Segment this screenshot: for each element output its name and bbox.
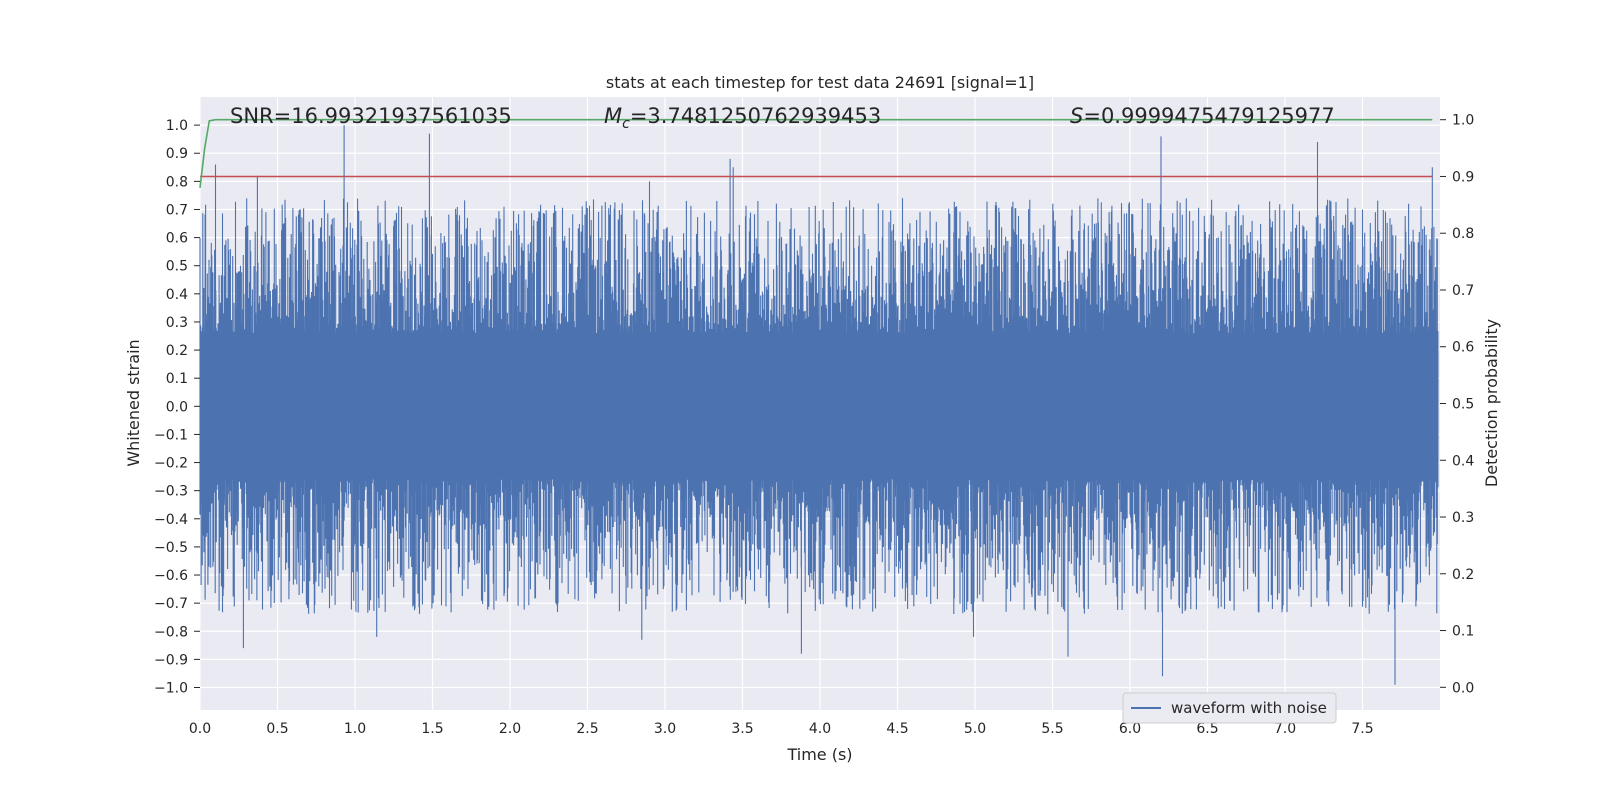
mc-subscript: c	[622, 116, 630, 132]
y2-tick-label: 0.0	[1452, 680, 1474, 696]
y2-tick-label: 0.8	[1452, 226, 1474, 242]
waveform-series	[199, 125, 1439, 685]
x-tick-label: 4.5	[886, 721, 908, 737]
y-tick-label: 0.4	[166, 287, 188, 303]
x-tick-label: 7.5	[1351, 721, 1373, 737]
x-tick-label: 3.0	[654, 721, 676, 737]
y-tick-label: −0.2	[154, 456, 188, 472]
s-symbol: S	[1070, 104, 1083, 128]
x-tick-label: 1.0	[344, 721, 366, 737]
x-tick-label: 6.0	[1119, 721, 1141, 737]
x-tick-label: 0.0	[189, 721, 211, 737]
x-tick-label: 0.5	[266, 721, 288, 737]
x-axis-label: Time (s)	[786, 745, 852, 764]
y-tick-label: −0.8	[154, 624, 188, 640]
x-tick-label: 6.5	[1196, 721, 1218, 737]
left-axis-ticks: 1.0 0.9 0.8 0.7 0.6 0.5 0.4 0.3 0.2 0.1 0.0 −0.1 −0.…	[154, 118, 200, 697]
y-tick-label: −1.0	[154, 681, 188, 697]
x-tick-label: 5.0	[964, 721, 986, 737]
s-value: =0.9999475479125977	[1083, 104, 1334, 128]
probability-series	[199, 118, 1433, 188]
y-tick-label: 0.0	[166, 399, 188, 415]
y-tick-label: 0.7	[166, 202, 188, 218]
y2-tick-label: 0.3	[1452, 510, 1474, 526]
y2-tick-label: 0.6	[1452, 340, 1474, 356]
y-tick-label: 0.5	[166, 259, 188, 275]
y-tick-label: −0.5	[154, 540, 188, 556]
y-tick-label: 0.6	[166, 231, 188, 247]
mc-value: =3.7481250762939453	[630, 104, 881, 128]
y-tick-label: 0.1	[166, 371, 188, 387]
snr-annotation: SNR=16.99321937561035	[230, 104, 512, 128]
legend-box	[1122, 692, 1337, 724]
x-axis-ticks: 0.0 0.5 1.0 1.5 2.0 2.5 3.0 3.5 4.0 4.5 5.0 5.5 6.0 6…	[189, 721, 1374, 737]
y2-axis-label: Detection probability	[1482, 319, 1501, 487]
y-tick-label: 0.2	[166, 343, 188, 359]
y-tick-label: 1.0	[166, 118, 188, 134]
detection-probability-line	[199, 118, 1433, 188]
y2-tick-label: 0.1	[1452, 624, 1474, 640]
chart-title: stats at each timestep for test data 246…	[606, 73, 1034, 92]
x-tick-label: 2.5	[576, 721, 598, 737]
legend-label: waveform with noise	[1171, 699, 1327, 717]
y-tick-label: −0.4	[154, 512, 188, 528]
y-tick-label: −0.1	[154, 427, 188, 443]
x-tick-label: 1.5	[421, 721, 443, 737]
x-tick-label: 7.0	[1274, 721, 1296, 737]
x-tick-label: 2.0	[499, 721, 521, 737]
y2-tick-label: 0.9	[1452, 169, 1474, 185]
y2-tick-label: 1.0	[1452, 113, 1474, 129]
y-tick-label: −0.3	[154, 484, 188, 500]
y2-tick-label: 0.2	[1452, 567, 1474, 583]
legend: waveform with noise	[1122, 692, 1337, 724]
y2-tick-label: 0.7	[1452, 283, 1474, 299]
y-tick-label: 0.9	[166, 146, 188, 162]
y-tick-label: −0.6	[154, 568, 188, 584]
s-annotation: S=0.9999475479125977	[1070, 104, 1335, 128]
x-tick-label: 5.5	[1041, 721, 1063, 737]
mc-annotation: Mc=3.7481250762939453	[604, 104, 881, 132]
y2-tick-label: 0.4	[1452, 453, 1474, 469]
mc-symbol: M	[604, 104, 622, 128]
y-tick-label: −0.7	[154, 596, 188, 612]
y-axis-label: Whitened strain	[124, 339, 143, 466]
x-tick-label: 4.0	[809, 721, 831, 737]
y-tick-label: 0.3	[166, 315, 188, 331]
y2-tick-label: 0.5	[1452, 397, 1474, 413]
x-tick-label: 3.5	[731, 721, 753, 737]
right-axis-ticks: 1.0 0.9 0.8 0.7 0.6 0.5 0.4 0.3 0.2 0.1 0.0	[1440, 113, 1474, 696]
y-tick-label: 0.8	[166, 174, 188, 190]
y-tick-label: −0.9	[154, 652, 188, 668]
